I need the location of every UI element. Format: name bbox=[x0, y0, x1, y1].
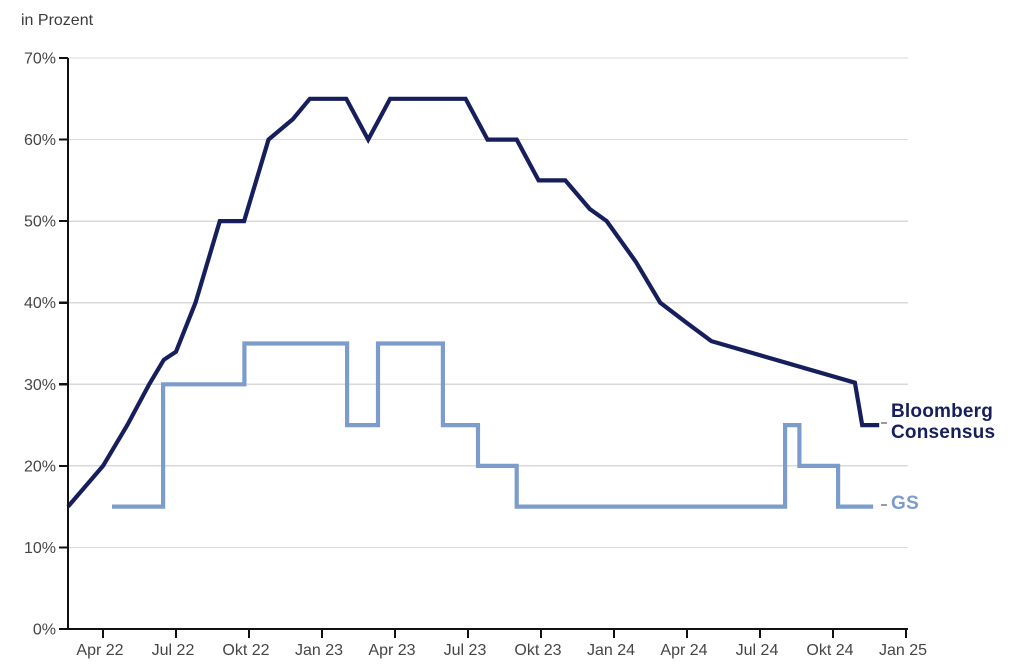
x-tick-label-Jan-24: Jan 24 bbox=[587, 642, 635, 659]
y-tick-label-0: 0% bbox=[33, 622, 56, 639]
y-tick-label-40: 40% bbox=[24, 295, 56, 312]
y-tick-label-60: 60% bbox=[24, 132, 56, 149]
y-tick-label-50: 50% bbox=[24, 214, 56, 231]
legend-bloomberg-line2: Consensus bbox=[891, 422, 996, 443]
x-tick-label-Jul-22: Jul 22 bbox=[152, 642, 195, 659]
legend-bloomberg-consensus: Bloomberg Consensus bbox=[891, 401, 995, 443]
x-tick-label-Jan-25: Jan 25 bbox=[879, 642, 927, 659]
legend-gs: GS bbox=[891, 493, 920, 514]
x-tick-label-Okt-22: Okt 22 bbox=[222, 642, 269, 659]
x-tick-label-Apr-23: Apr 23 bbox=[368, 642, 415, 659]
y-tick-label-70: 70% bbox=[24, 51, 56, 68]
x-tick-label-Apr-22: Apr 22 bbox=[76, 642, 123, 659]
gs-line bbox=[112, 341, 874, 509]
x-tick-label-Apr-24: Apr 24 bbox=[660, 642, 707, 659]
x-tick-label-Okt-24: Okt 24 bbox=[806, 642, 853, 659]
y-tick-label-30: 30% bbox=[24, 377, 56, 394]
legend-bloomberg-line1: Bloomberg bbox=[891, 401, 994, 422]
x-tick-label-Jul-24: Jul 24 bbox=[736, 642, 779, 659]
y-tick-label-10: 10% bbox=[24, 540, 56, 557]
bloomberg-consensus-line bbox=[66, 96, 880, 508]
y-tick-label-20: 20% bbox=[24, 458, 56, 475]
chart-title: in Prozent bbox=[21, 12, 94, 29]
x-tick-label-Jul-23: Jul 23 bbox=[444, 642, 487, 659]
x-tick-label-Okt-23: Okt 23 bbox=[514, 642, 561, 659]
x-tick-label-Jan-23: Jan 23 bbox=[295, 642, 343, 659]
